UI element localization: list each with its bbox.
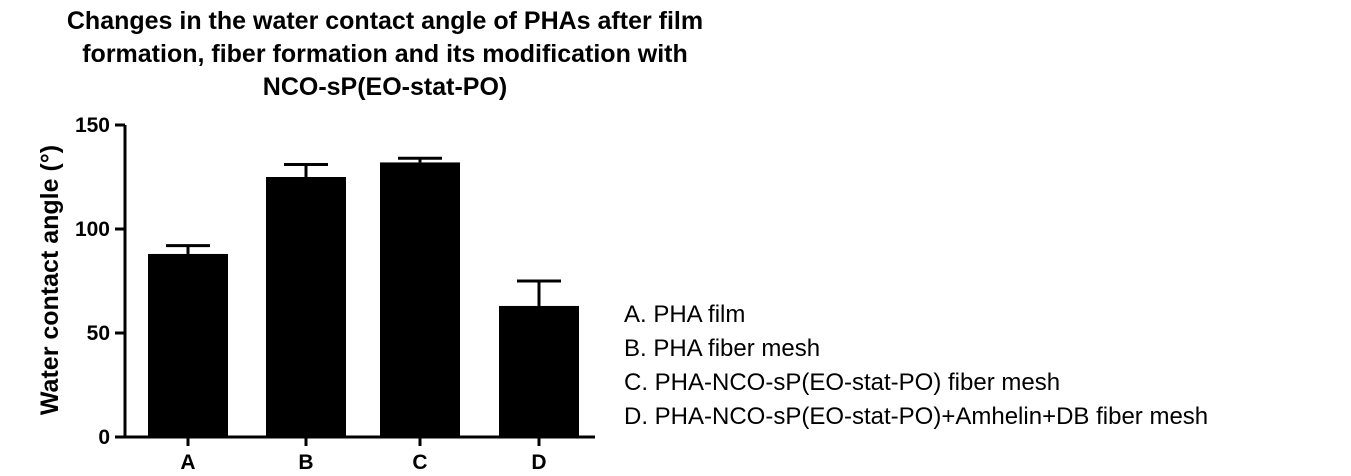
chart-title-line-1: Changes in the water contact angle of PH… bbox=[67, 7, 703, 35]
y-tick-label: 50 bbox=[87, 322, 110, 345]
x-tick-label-d: D bbox=[531, 451, 546, 474]
legend-entry-b: B. PHA fiber mesh bbox=[624, 335, 820, 362]
x-ticks: A B C D bbox=[180, 437, 547, 474]
error-bars bbox=[166, 156, 561, 306]
y-tick-label: 150 bbox=[75, 114, 110, 137]
x-tick-label-a: A bbox=[180, 451, 195, 474]
y-axis-label: Water contact angle (°) bbox=[36, 145, 64, 415]
chart-title: Changes in the water contact angle of PH… bbox=[67, 7, 703, 101]
bar-c bbox=[380, 162, 460, 437]
legend-entry-a: A. PHA film bbox=[624, 301, 745, 328]
y-tick-label: 0 bbox=[98, 426, 110, 449]
chart-title-line-2: formation, fiber formation and its modif… bbox=[82, 40, 688, 68]
y-ticks: 0 50 100 150 bbox=[75, 114, 125, 449]
bar-d bbox=[499, 305, 579, 437]
legend-entry-d: D. PHA-NCO-sP(EO-stat-PO)+Amhelin+DB fib… bbox=[624, 403, 1208, 430]
legend: A. PHA film B. PHA fiber mesh C. PHA-NCO… bbox=[624, 301, 1208, 430]
y-tick-label: 100 bbox=[75, 218, 110, 241]
legend-entry-c: C. PHA-NCO-sP(EO-stat-PO) fiber mesh bbox=[624, 369, 1060, 396]
bar-a bbox=[148, 253, 228, 437]
bars bbox=[148, 162, 579, 437]
x-tick-label-c: C bbox=[412, 451, 427, 474]
chart-title-line-3: NCO-sP(EO-stat-PO) bbox=[263, 73, 507, 101]
x-tick-label-b: B bbox=[298, 451, 313, 474]
bar-b bbox=[266, 177, 346, 437]
